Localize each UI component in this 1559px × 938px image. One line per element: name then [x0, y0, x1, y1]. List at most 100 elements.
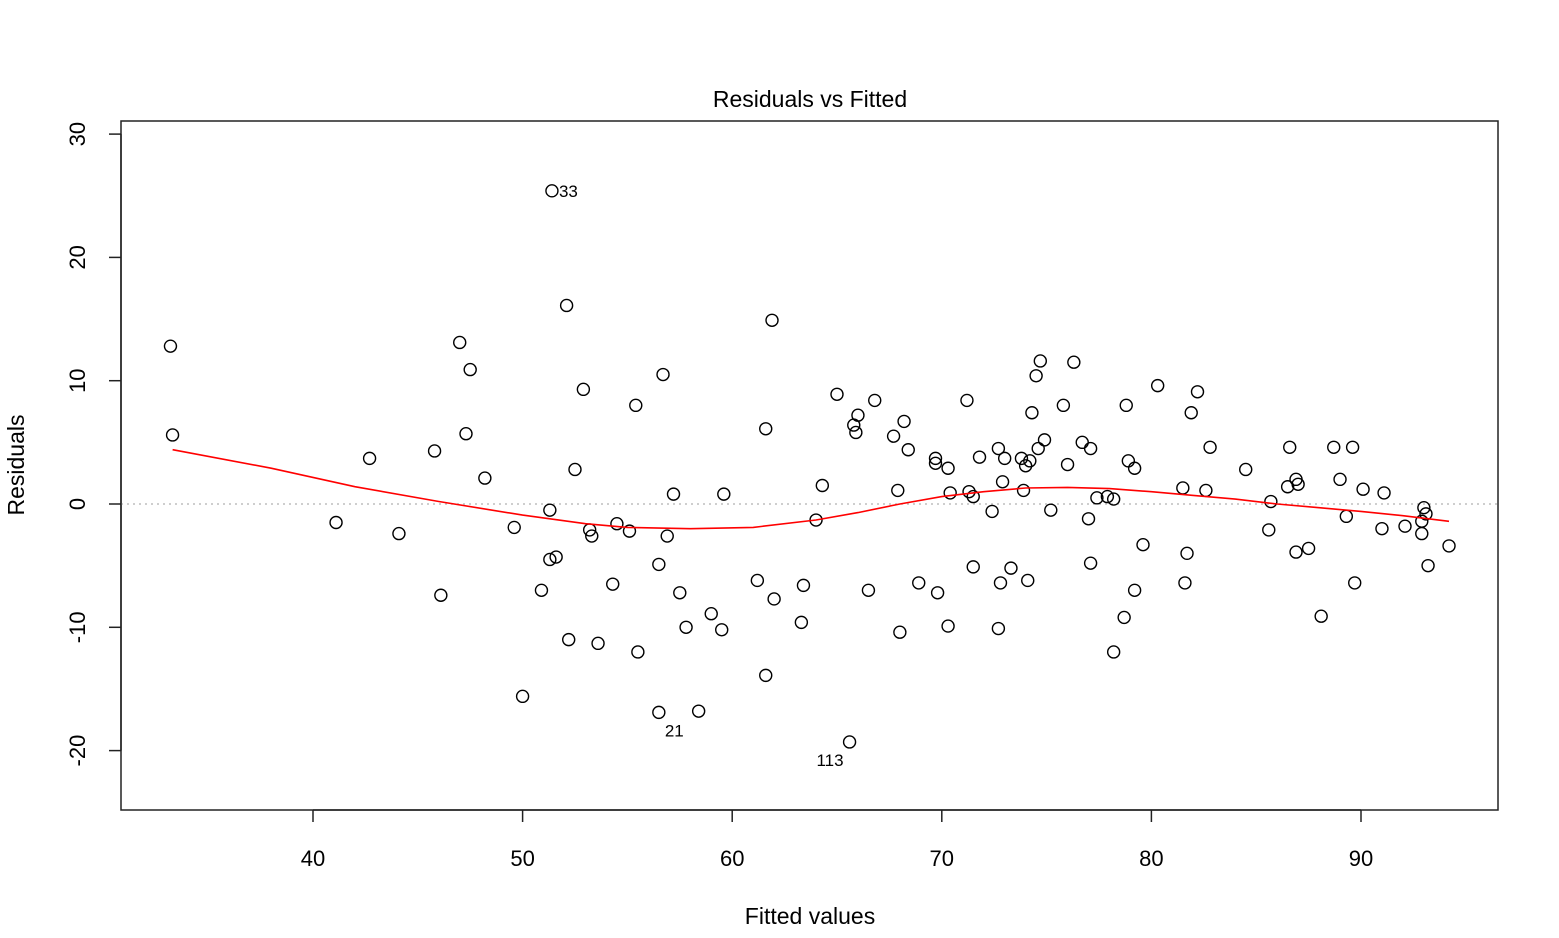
residual-point	[691, 704, 706, 718]
residual-point	[962, 484, 976, 499]
residual-point	[660, 529, 674, 543]
residual-point	[966, 560, 980, 574]
residual-point	[796, 578, 811, 593]
residual-point	[453, 335, 467, 350]
residual-point	[1291, 477, 1305, 491]
residual-point	[1056, 398, 1071, 413]
residual-point	[1375, 521, 1389, 536]
residual-point	[985, 504, 999, 519]
residual-point	[868, 393, 882, 408]
residual-point	[1004, 561, 1018, 575]
smooth-line-group	[172, 448, 1450, 530]
y-tick-label: 10	[65, 368, 90, 392]
residual-point	[1314, 609, 1328, 623]
residual-point	[1348, 576, 1362, 590]
residual-point	[1345, 440, 1360, 454]
residual-point	[704, 607, 718, 621]
residual-point	[861, 583, 876, 598]
residual-point	[545, 184, 559, 198]
residual-point	[830, 387, 844, 401]
residual-point	[928, 451, 943, 466]
residual-point	[1044, 503, 1058, 517]
residual-point	[1021, 573, 1035, 588]
residual-point	[1090, 491, 1104, 505]
x-tick-label: 70	[930, 846, 954, 871]
residual-point	[329, 515, 343, 530]
residual-point	[815, 478, 830, 493]
y-tick-label: -20	[65, 735, 90, 767]
residual-point	[715, 623, 729, 637]
outlier-label: 113	[816, 751, 843, 770]
residual-point	[1178, 576, 1192, 590]
residual-point	[534, 583, 549, 598]
residual-point	[930, 586, 945, 600]
residual-point	[1100, 489, 1115, 504]
residual-point	[1421, 558, 1435, 573]
residual-point	[1442, 539, 1456, 553]
residual-point	[576, 382, 591, 397]
residual-point	[673, 586, 687, 600]
x-tick-label: 40	[301, 846, 325, 871]
residual-point	[1327, 440, 1341, 454]
residual-point	[165, 428, 180, 442]
y-tick-label: 0	[65, 498, 90, 510]
residual-point	[1262, 523, 1276, 537]
residual-point	[1180, 546, 1194, 561]
residual-point	[1190, 385, 1205, 399]
y-tick-label: 20	[65, 245, 90, 269]
residual-point	[559, 298, 574, 313]
y-axis: -20 -10 0 10 20 30	[65, 122, 122, 767]
residual-point	[794, 615, 809, 630]
residual-point	[893, 625, 907, 639]
y-axis-title: Residuals	[3, 415, 29, 516]
residual-point	[392, 526, 406, 541]
residual-point	[1203, 440, 1217, 454]
residual-point	[656, 367, 670, 382]
residual-point	[606, 577, 620, 591]
y-tick-label: -10	[65, 611, 90, 643]
residual-point	[1016, 483, 1031, 498]
residual-point	[549, 550, 563, 564]
x-tick-label: 50	[510, 846, 534, 871]
residual-point	[1377, 486, 1391, 500]
x-tick-label: 90	[1349, 846, 1373, 871]
residual-point	[941, 619, 955, 633]
residual-point	[543, 552, 557, 567]
x-tick-label: 60	[720, 846, 744, 871]
residual-point	[928, 456, 943, 471]
x-axis-title: Fitted values	[745, 903, 875, 929]
x-axis: 40 50 60 70 80 90	[301, 809, 1373, 871]
residual-point	[1119, 398, 1133, 413]
residual-point	[995, 475, 1010, 489]
residual-point	[972, 450, 987, 464]
residual-point	[652, 557, 666, 572]
residual-point	[997, 451, 1012, 466]
residual-point	[1117, 610, 1131, 625]
residual-point	[1083, 441, 1098, 456]
residual-point	[543, 503, 557, 517]
residual-point	[1301, 541, 1316, 556]
residual-point	[507, 520, 521, 535]
residual-point	[1356, 482, 1370, 496]
residual-point	[1398, 519, 1412, 533]
residual-point	[478, 471, 492, 485]
residual-point	[991, 441, 1006, 456]
residual-point	[1184, 406, 1198, 420]
residual-point	[849, 425, 863, 440]
outlier-label: 21	[665, 721, 684, 740]
residual-point	[851, 408, 865, 422]
residual-point	[591, 636, 605, 651]
residual-point	[1014, 451, 1029, 466]
residual-point	[1136, 537, 1150, 552]
residual-point	[941, 461, 955, 475]
residual-point	[993, 576, 1008, 590]
chart-title: Residuals vs Fitted	[713, 86, 907, 112]
y-tick-label: 30	[65, 122, 90, 146]
outlier-label: 33	[559, 182, 578, 201]
residual-point	[750, 573, 765, 588]
outlier-labels: 33 21 113	[559, 182, 844, 770]
residual-point	[1023, 454, 1037, 468]
residual-point	[631, 645, 645, 659]
residual-points	[163, 184, 1456, 749]
